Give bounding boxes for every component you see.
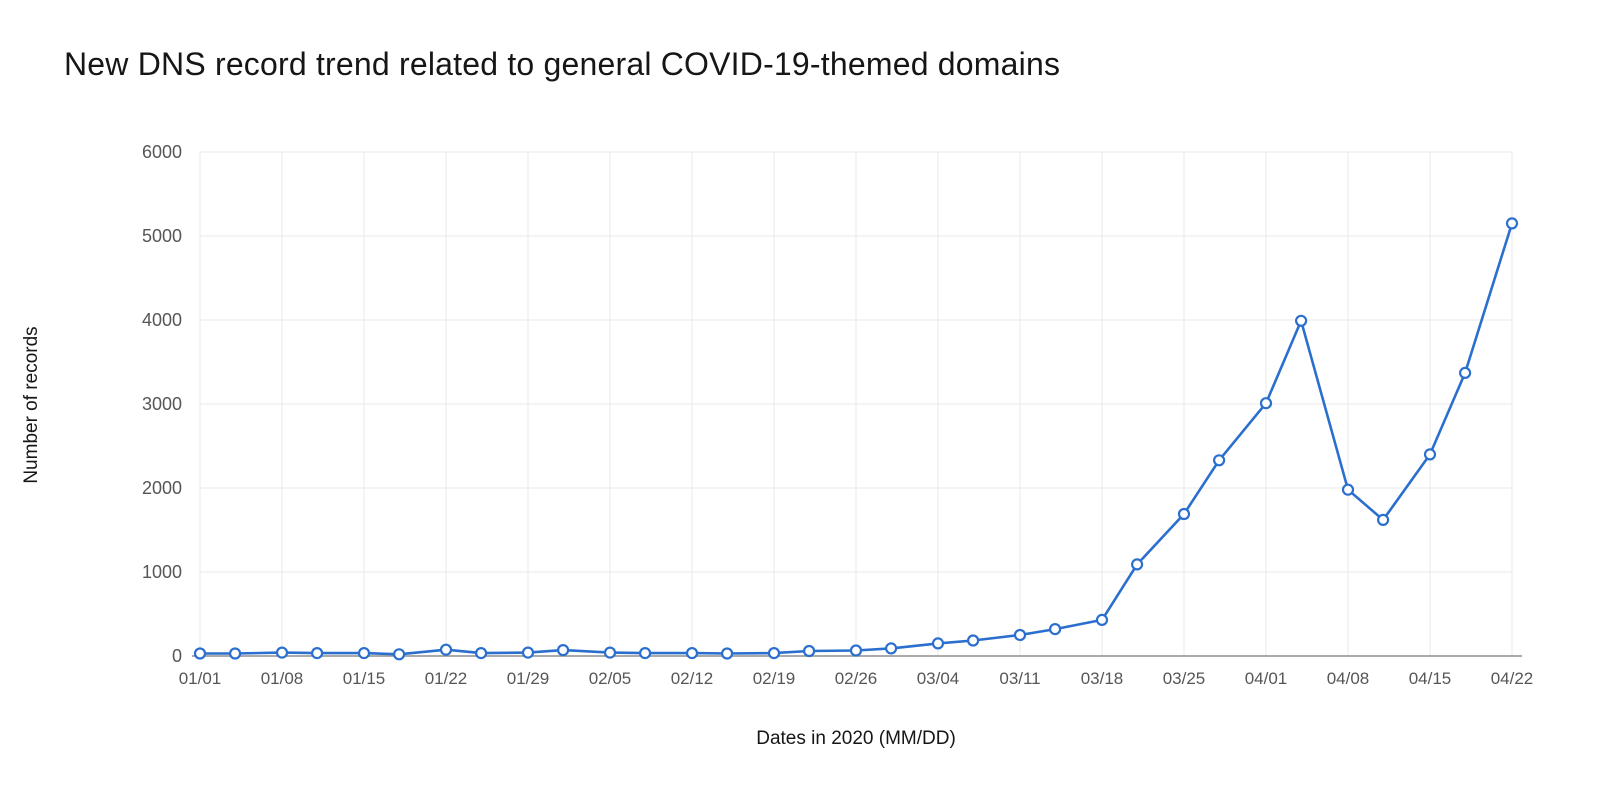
data-point-markers xyxy=(193,217,1519,661)
data-point xyxy=(275,646,289,659)
data-point xyxy=(1341,483,1355,496)
data-point xyxy=(767,646,781,660)
data-point xyxy=(521,646,535,659)
x-tick-label: 01/01 xyxy=(179,669,222,688)
data-point xyxy=(931,637,945,650)
data-point xyxy=(1048,622,1062,636)
data-point xyxy=(439,643,453,656)
x-tick-label: 01/08 xyxy=(261,669,304,688)
data-point xyxy=(311,646,324,660)
data-point xyxy=(1376,513,1390,527)
data-point xyxy=(556,643,570,657)
x-tick-label: 02/12 xyxy=(671,669,714,688)
y-axis-tick-labels: 0 1000 2000 3000 4000 5000 6000 xyxy=(142,142,182,666)
data-point xyxy=(638,646,652,660)
x-tick-label: 03/11 xyxy=(999,669,1040,688)
y-tick-label: 3000 xyxy=(142,394,182,414)
data-point xyxy=(802,644,816,658)
y-tick-label: 6000 xyxy=(142,142,182,162)
x-axis-tick-labels: 01/01 01/08 01/15 01/22 01/29 02/05 02/12 02/19… xyxy=(179,669,1534,688)
data-point xyxy=(1458,366,1472,379)
data-point xyxy=(1259,397,1273,410)
data-point xyxy=(1013,628,1027,642)
x-axis-title: Dates in 2020 (MM/DD) xyxy=(756,728,956,749)
x-tick-label: 01/22 xyxy=(425,669,468,688)
data-point xyxy=(720,647,734,660)
data-point xyxy=(475,646,488,660)
x-tick-label: 01/15 xyxy=(343,669,386,688)
x-tick-label: 04/01 xyxy=(1245,669,1288,688)
data-point xyxy=(1505,217,1519,230)
x-tick-label: 03/25 xyxy=(1163,669,1206,688)
data-point xyxy=(685,646,699,660)
chart-title: New DNS record trend related to general … xyxy=(64,46,1061,82)
data-point xyxy=(1212,454,1226,467)
x-tick-label: 01/29 xyxy=(507,669,550,688)
x-tick-label: 04/08 xyxy=(1327,669,1370,688)
x-tick-label: 04/22 xyxy=(1491,669,1534,688)
data-point xyxy=(393,648,406,661)
y-tick-label: 4000 xyxy=(142,310,182,330)
data-point xyxy=(229,647,242,660)
data-point xyxy=(1095,613,1109,627)
data-point xyxy=(966,634,980,647)
data-point xyxy=(603,646,617,659)
data-point xyxy=(357,646,371,660)
y-tick-label: 2000 xyxy=(142,478,182,498)
data-point xyxy=(1423,448,1437,461)
data-point xyxy=(884,642,898,655)
y-tick-label: 0 xyxy=(172,646,182,666)
x-tick-label: 03/04 xyxy=(917,669,960,688)
data-point xyxy=(1294,314,1308,327)
data-point xyxy=(849,644,863,657)
x-tick-label: 02/05 xyxy=(589,669,632,688)
x-tick-label: 04/15 xyxy=(1409,669,1452,688)
y-tick-label: 1000 xyxy=(142,562,182,582)
data-point xyxy=(1177,507,1191,521)
x-tick-label: 02/26 xyxy=(835,669,878,688)
data-point xyxy=(193,647,207,660)
x-tick-label: 03/18 xyxy=(1081,669,1124,688)
x-tick-label: 02/19 xyxy=(753,669,796,688)
y-tick-label: 5000 xyxy=(142,226,182,246)
gridlines xyxy=(199,151,1513,656)
data-point xyxy=(1130,558,1144,571)
